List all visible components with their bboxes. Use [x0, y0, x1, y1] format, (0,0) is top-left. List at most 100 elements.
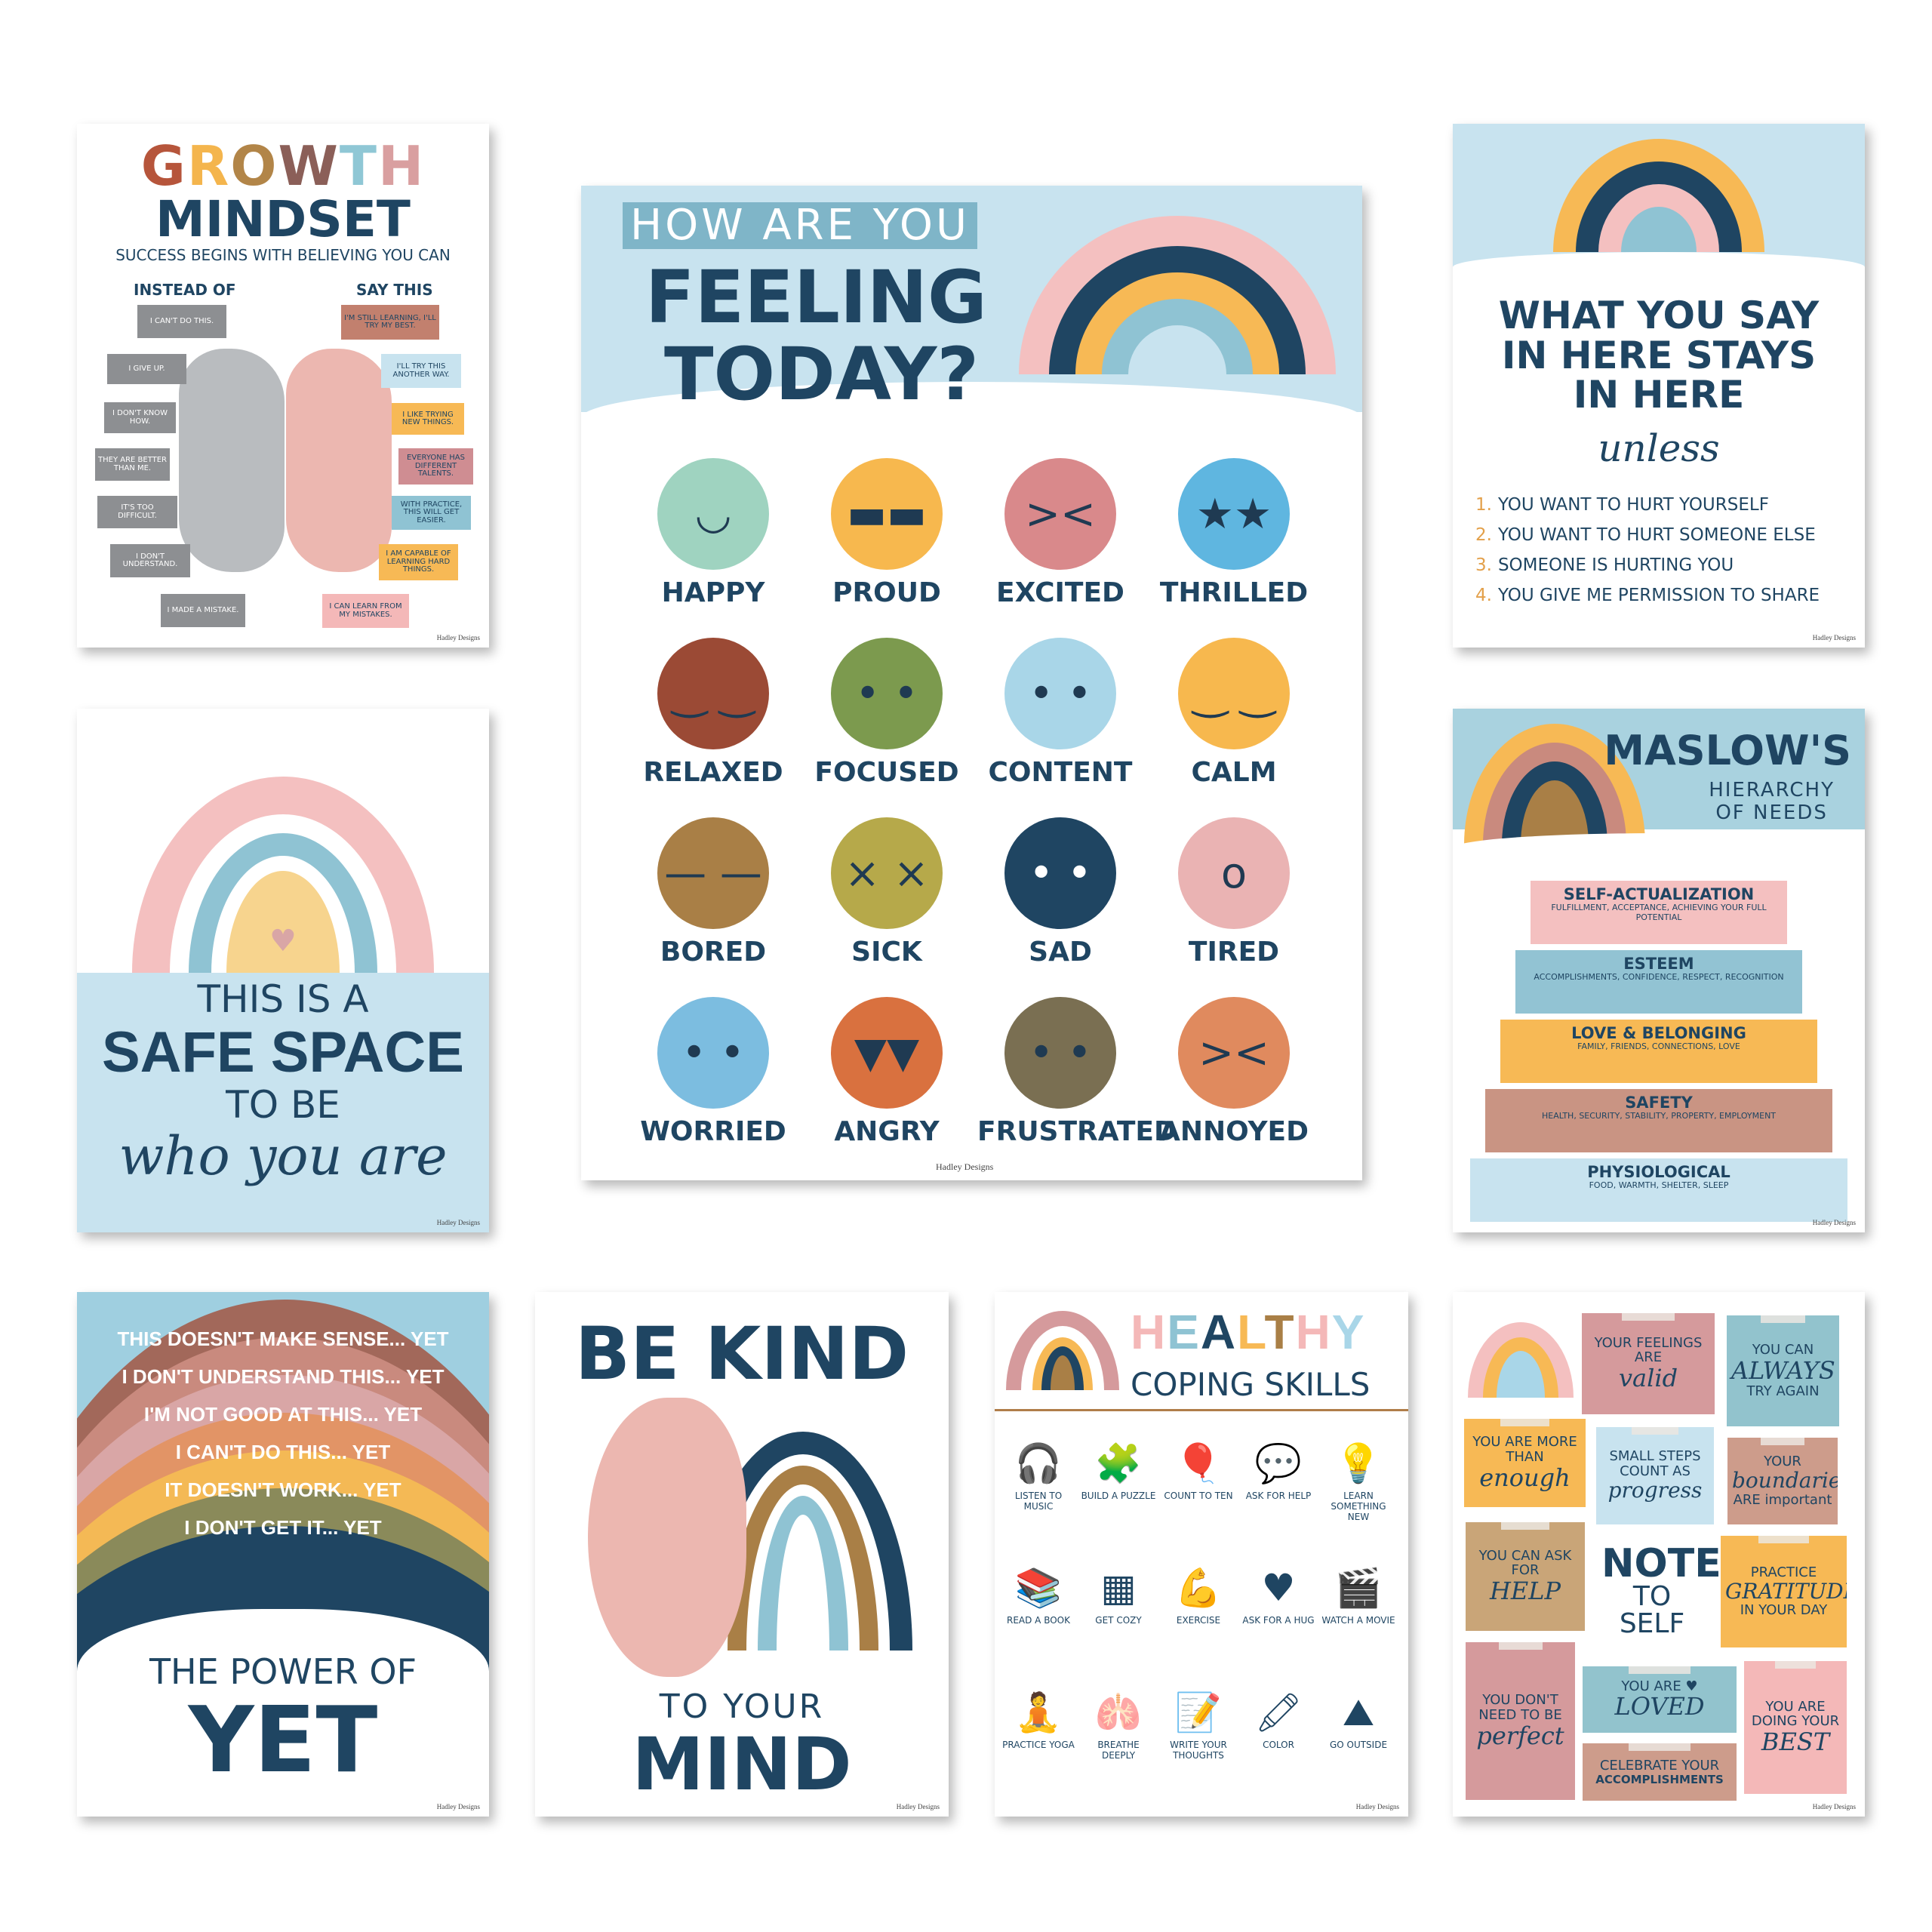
- watch-a-movie-icon: 🎬: [1334, 1566, 1383, 1610]
- maslow-title: MASLOW'S: [1604, 727, 1851, 774]
- color-icon: 🖍: [1254, 1690, 1303, 1734]
- emotion-face-icon-angry: ▼▼: [831, 997, 943, 1109]
- skill-label: ASK FOR HELP: [1245, 1491, 1312, 1501]
- exercise-icon: 💪: [1174, 1566, 1223, 1610]
- instead-of-box: I CAN'T DO THIS.: [137, 305, 226, 338]
- tape: [1760, 1315, 1806, 1323]
- emotion-label: PROUD: [832, 577, 941, 608]
- safe-line4: who you are: [118, 1125, 448, 1187]
- emotion-face-icon-worried: • •: [657, 997, 769, 1109]
- note-small: YOU DON'T NEED TO BE: [1478, 1692, 1562, 1723]
- mindset-title: MINDSET: [155, 190, 411, 248]
- tier-love-belonging: LOVE & BELONGING FAMILY, FRIENDS, CONNECT…: [1500, 1020, 1817, 1083]
- emotion-face-icon-content: • •: [1004, 638, 1116, 749]
- breathe-deeply-icon: 🫁: [1094, 1690, 1143, 1734]
- build-a-puzzle-icon: 🧩: [1094, 1441, 1143, 1485]
- item-text: SOMEONE IS HURTING YOU: [1497, 555, 1734, 575]
- note-small: YOU ARE MORE THAN: [1472, 1434, 1577, 1465]
- feelings-line1: HOW ARE YOU: [623, 202, 977, 249]
- instead-of-box: I DON'T KNOW HOW.: [104, 402, 176, 433]
- note-big: perfect: [1476, 1721, 1564, 1750]
- note-small: PRACTICE: [1750, 1564, 1817, 1580]
- credit: Hadley Designs: [936, 1161, 994, 1172]
- ask-for-a-hug-icon: ♥: [1261, 1566, 1296, 1610]
- yet-line: IT DOESN'T WORK... YET: [165, 1478, 401, 1501]
- note-big: GRATITUDE: [1725, 1578, 1847, 1604]
- instead-of-box: IT'S TOO DIFFICULT.: [97, 496, 177, 528]
- gray-brain-icon: [179, 349, 285, 572]
- tier-name: ESTEEM: [1623, 955, 1694, 973]
- pink-brain-icon: [286, 349, 392, 572]
- skill-write-your-thoughts: 📝 WRITE YOUR THOUGHTS: [1161, 1684, 1236, 1761]
- yet-line: THIS DOESN'T MAKE SENSE... YET: [117, 1327, 449, 1350]
- poster-note-to-self: YOUR FEELINGS ARE valid YOU CAN ALWAYS TRY A…: [1453, 1292, 1865, 1817]
- emotion-face-icon-focused: • •: [831, 638, 943, 749]
- ask-for-help-icon: 💬: [1254, 1441, 1303, 1485]
- skill-label: EXERCISE: [1176, 1615, 1221, 1626]
- skill-listen-to-music: 🎧 LISTEN TO MUSIC: [1001, 1435, 1076, 1512]
- emotion-label: CALM: [1191, 757, 1277, 788]
- item-number: 4.: [1475, 586, 1492, 605]
- tape: [1760, 1438, 1805, 1445]
- growth-title-letter: G: [140, 134, 187, 198]
- credit: Hadley Designs: [1812, 1219, 1856, 1226]
- emotion-face-icon-tired: o: [1178, 817, 1290, 929]
- go-outside-icon: ⛰: [1343, 1690, 1374, 1734]
- note-card: CELEBRATE YOUR ACCOMPLISHMENTS: [1583, 1743, 1737, 1801]
- safe-line1: THIS IS A: [197, 977, 369, 1021]
- skill-get-cozy: ▦ GET COZY: [1081, 1560, 1156, 1626]
- emotion-label: HAPPY: [661, 577, 765, 608]
- tier-esteem: ESTEEM ACCOMPLISHMENTS, CONFIDENCE, RESPE…: [1515, 950, 1802, 1014]
- note-small: YOUR: [1764, 1454, 1801, 1470]
- safe-line2: SAFE SPACE: [101, 1020, 464, 1084]
- say-this-box: I'M STILL LEARNING, I'LL TRY MY BEST.: [341, 305, 439, 340]
- tape: [1631, 1427, 1679, 1435]
- skill-label: ASK FOR A HUG: [1242, 1615, 1315, 1626]
- emotion-label: ANGRY: [834, 1116, 940, 1147]
- emotion-face-icon-annoyed: ><: [1178, 997, 1290, 1109]
- item-text: YOU WANT TO HURT SOMEONE ELSE: [1497, 525, 1816, 545]
- skill-read-a-book: 📚 READ A BOOK: [1001, 1560, 1076, 1626]
- say-this-heading: SAY THIS: [356, 281, 433, 299]
- emotion-face-icon-relaxed: ‿ ‿: [657, 638, 769, 749]
- emotion-face-icon-sad: • •: [1004, 817, 1116, 929]
- note-card: YOU CAN ALWAYS TRY AGAIN: [1727, 1315, 1839, 1426]
- emotion-face-icon-sick: × ×: [831, 817, 943, 929]
- skill-label: LISTEN TO MUSIC: [1014, 1491, 1063, 1512]
- heart-icon: ♥: [269, 924, 297, 958]
- credit: Hadley Designs: [1355, 1803, 1399, 1810]
- healthy-title-letter: L: [1237, 1305, 1265, 1359]
- item-number: 2.: [1475, 525, 1492, 545]
- say-this-box: I CAN LEARN FROM MY MISTAKES.: [322, 594, 409, 628]
- tape: [1774, 1661, 1817, 1669]
- note-big: HELP: [1489, 1577, 1561, 1606]
- poster-be-kind: BE KIND TO YOUR MIND Hadley Designs: [535, 1292, 949, 1817]
- brain-icon: [588, 1398, 746, 1677]
- poster-maslow: MASLOW'S HIERARCHY OF NEEDS SELF-ACTUALI…: [1453, 709, 1865, 1232]
- healthy-title-letter: T: [1264, 1305, 1296, 1359]
- note-small2: ARE important: [1733, 1491, 1832, 1508]
- kind-line1: BE KIND: [574, 1312, 909, 1396]
- skill-color: 🖍 COLOR: [1241, 1684, 1316, 1751]
- tier-desc: FOOD, WARMTH, SHELTER, SLEEP: [1589, 1180, 1729, 1191]
- instead-of-box: I DON'T UNDERSTAND.: [110, 544, 190, 577]
- skill-label: WRITE YOUR THOUGHTS: [1170, 1740, 1227, 1761]
- tier-desc: HEALTH, SECURITY, STABILITY, PROPERTY, E…: [1541, 1111, 1777, 1121]
- tier-safety: SAFETY HEALTH, SECURITY, STABILITY, PROPE…: [1485, 1089, 1832, 1152]
- skill-go-outside: ⛰ GO OUTSIDE: [1321, 1684, 1396, 1751]
- get-cozy-icon: ▦: [1100, 1566, 1137, 1610]
- emotion-face-icon-calm: ‿ ‿: [1178, 638, 1290, 749]
- emotion-label: CONTENT: [988, 757, 1133, 788]
- emotion-label: ANNOYED: [1159, 1116, 1309, 1147]
- emotion-face-icon-proud: ▬▬: [831, 458, 943, 570]
- poster-what-you-say: WHAT YOU SAY IN HERE STAYS IN HERE unles…: [1453, 124, 1865, 648]
- credit: Hadley Designs: [1812, 634, 1856, 641]
- emotion-face-icon-excited: ><: [1004, 458, 1116, 570]
- note-card: YOU DON'T NEED TO BE perfect: [1466, 1642, 1575, 1800]
- skill-practice-yoga: 🧘 PRACTICE YOGA: [1001, 1684, 1076, 1751]
- note-card: YOU ARE ♥ LOVED: [1583, 1666, 1737, 1733]
- note-center-1: NOTE: [1601, 1541, 1721, 1586]
- note-small: CELEBRATE YOUR: [1599, 1757, 1720, 1774]
- healthy-subtitle: COPING SKILLS: [1131, 1366, 1371, 1403]
- say-this-box: WITH PRACTICE, THIS WILL GET EASIER.: [392, 496, 471, 530]
